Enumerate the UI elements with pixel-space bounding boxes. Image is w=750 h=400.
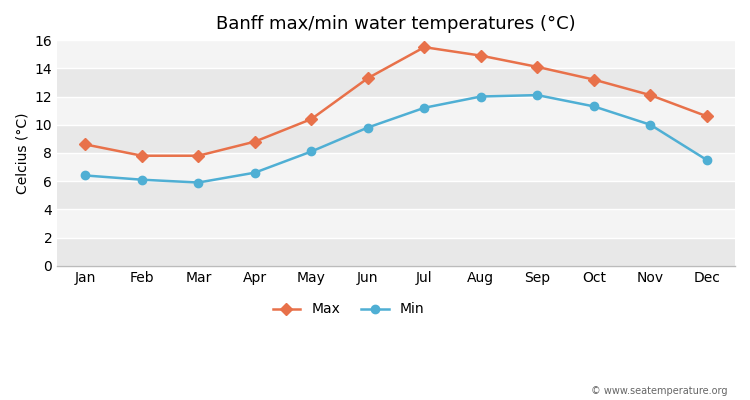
Bar xyxy=(57,68,735,96)
Bar xyxy=(57,209,735,238)
Bar xyxy=(57,238,735,266)
Bar xyxy=(57,96,735,125)
Min xyxy=(420,105,429,110)
Title: Banff max/min water temperatures (°C): Banff max/min water temperatures (°C) xyxy=(216,15,576,33)
Max xyxy=(532,64,542,69)
Min xyxy=(702,158,711,162)
Min xyxy=(307,149,316,154)
Min xyxy=(476,94,485,99)
Bar xyxy=(57,181,735,209)
Y-axis label: Celcius (°C): Celcius (°C) xyxy=(15,112,29,194)
Bar xyxy=(57,153,735,181)
Max xyxy=(194,153,203,158)
Min xyxy=(81,173,90,178)
Min xyxy=(590,104,598,109)
Line: Max: Max xyxy=(81,43,711,160)
Line: Min: Min xyxy=(81,91,711,187)
Max xyxy=(363,76,372,80)
Bar xyxy=(57,125,735,153)
Max xyxy=(137,153,146,158)
Legend: Max, Min: Max, Min xyxy=(267,297,430,322)
Min xyxy=(363,125,372,130)
Min xyxy=(646,122,655,127)
Max xyxy=(251,139,260,144)
Min xyxy=(137,177,146,182)
Min xyxy=(532,93,542,98)
Max xyxy=(590,77,598,82)
Max xyxy=(702,114,711,119)
Max xyxy=(81,142,90,147)
Max xyxy=(476,53,485,58)
Text: © www.seatemperature.org: © www.seatemperature.org xyxy=(591,386,728,396)
Bar xyxy=(57,40,735,68)
Min xyxy=(251,170,260,175)
Max xyxy=(307,117,316,122)
Min xyxy=(194,180,203,185)
Max xyxy=(420,45,429,50)
Max xyxy=(646,93,655,98)
